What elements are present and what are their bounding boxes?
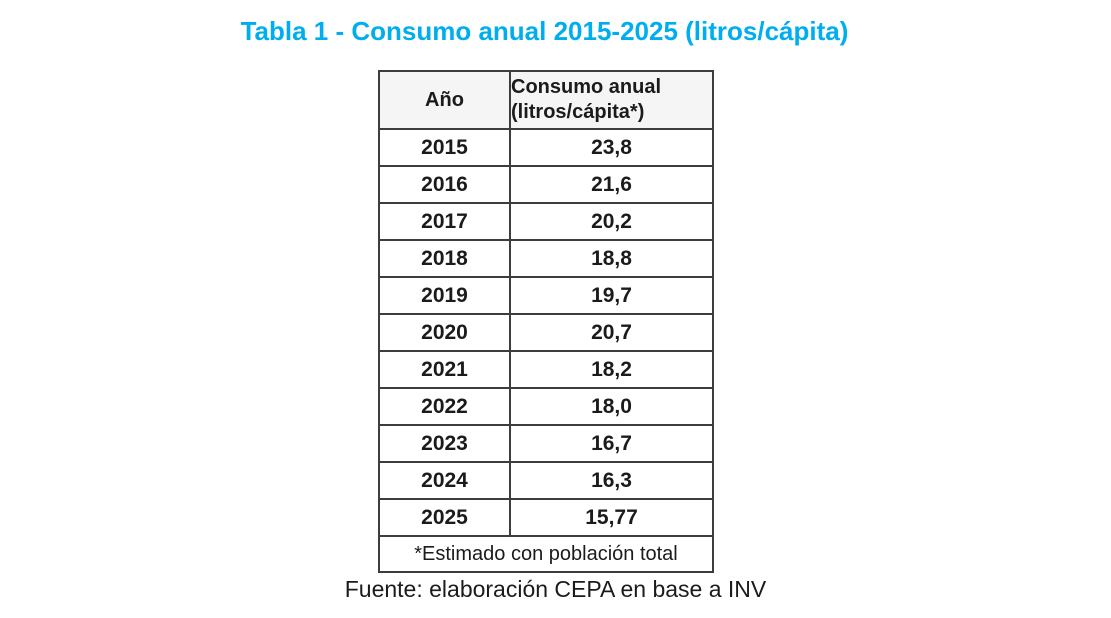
value-cell: 19,7 [509, 276, 714, 315]
year-cell: 2024 [378, 461, 511, 500]
header-value: Consumo anual (litros/cápita*) [509, 70, 714, 130]
year-cell: 2021 [378, 350, 511, 389]
header-year: Año [378, 70, 511, 130]
year-cell: 2023 [378, 424, 511, 463]
table-row: 2020 20,7 [378, 313, 714, 352]
value-cell: 23,8 [509, 128, 714, 167]
year-cell: 2025 [378, 498, 511, 537]
table-footnote: *Estimado con población total [378, 535, 714, 573]
table-row: 2021 18,2 [378, 350, 714, 389]
table-row: 2025 15,77 [378, 498, 714, 537]
value-cell: 16,7 [509, 424, 714, 463]
value-cell: 15,77 [509, 498, 714, 537]
year-cell: 2022 [378, 387, 511, 426]
value-cell: 20,2 [509, 202, 714, 241]
table-row: 2018 18,8 [378, 239, 714, 278]
table-body: 2015 23,8 2016 21,6 2017 20,2 2018 18,8 … [378, 128, 714, 537]
year-cell: 2015 [378, 128, 511, 167]
value-cell: 21,6 [509, 165, 714, 204]
year-cell: 2016 [378, 165, 511, 204]
value-cell: 18,2 [509, 350, 714, 389]
source-caption: Fuente: elaboración CEPA en base a INV [344, 576, 767, 602]
header-row: Año Consumo anual (litros/cápita*) [378, 70, 714, 130]
table-row: 2015 23,8 [378, 128, 714, 167]
value-cell: 18,0 [509, 387, 714, 426]
footnote-row: *Estimado con población total [378, 535, 714, 573]
consumption-table: Año Consumo anual (litros/cápita*) 2015 … [378, 70, 714, 573]
table-row: 2016 21,6 [378, 165, 714, 204]
table-title: Tabla 1 - Consumo anual 2015-2025 (litro… [240, 16, 849, 46]
year-cell: 2018 [378, 239, 511, 278]
value-cell: 18,8 [509, 239, 714, 278]
value-cell: 20,7 [509, 313, 714, 352]
table-row: 2017 20,2 [378, 202, 714, 241]
table-row: 2019 19,7 [378, 276, 714, 315]
year-cell: 2020 [378, 313, 511, 352]
table-row: 2023 16,7 [378, 424, 714, 463]
table-row: 2024 16,3 [378, 461, 714, 500]
value-cell: 16,3 [509, 461, 714, 500]
table-header: Año Consumo anual (litros/cápita*) [378, 70, 714, 130]
year-cell: 2019 [378, 276, 511, 315]
year-cell: 2017 [378, 202, 511, 241]
table-row: 2022 18,0 [378, 387, 714, 426]
table-footer: *Estimado con población total [378, 535, 714, 573]
